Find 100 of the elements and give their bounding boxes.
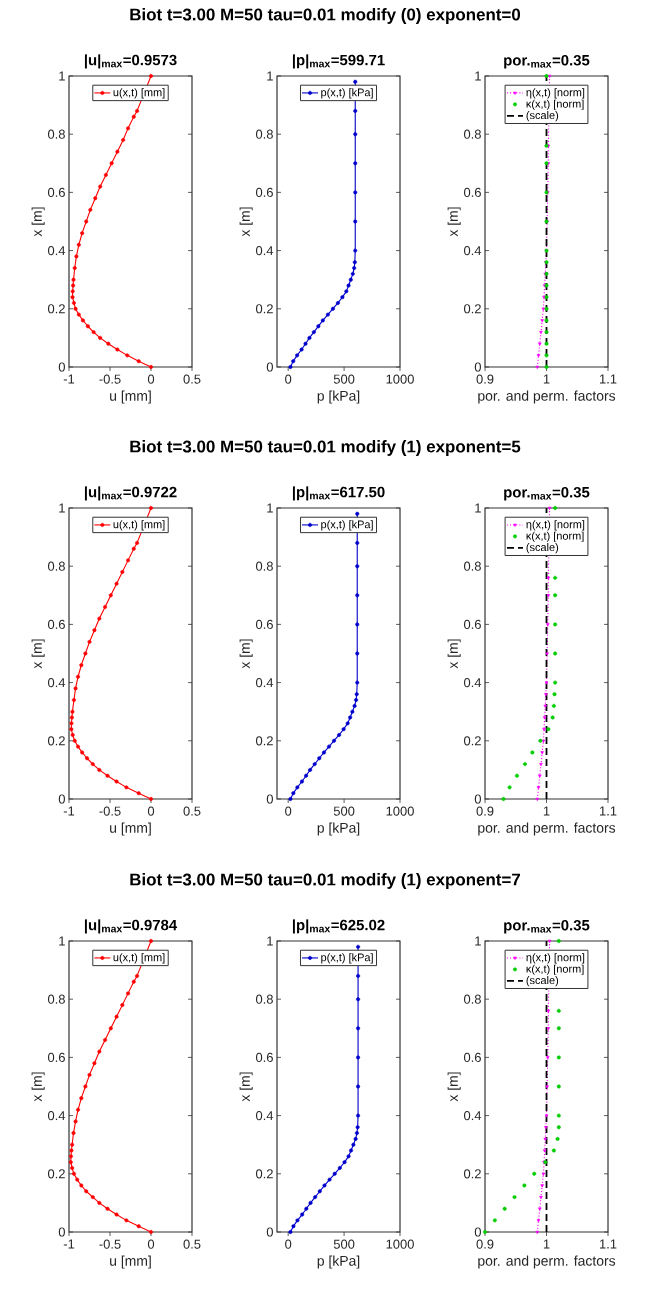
legend-label: κ(x,t) [norm] <box>526 964 584 975</box>
y-tick-label: 0.6 <box>47 1052 65 1062</box>
y-tick-label: 0 <box>58 794 65 804</box>
y-tick-label: 0.2 <box>255 736 273 746</box>
x-tick-label: 1.1 <box>599 374 617 384</box>
y-tick-label: 0.4 <box>47 246 66 256</box>
chart-title: por.$_{max}$=0.35 <box>504 54 590 69</box>
y-tick-label: 0.8 <box>463 994 481 1004</box>
legend-label: κ(x,t) [norm] <box>526 531 584 542</box>
y-tick-label: 0.2 <box>255 1169 273 1179</box>
y-tick-label: 0.8 <box>255 994 273 1004</box>
y-tick-label: 0 <box>58 1227 65 1237</box>
chart-title: |p|$_{max}$=625.02 <box>292 919 385 934</box>
x-tick-label: 0 <box>147 1239 155 1249</box>
y-tick-label: 0.8 <box>255 129 273 139</box>
y-tick-label: 0.6 <box>255 1052 273 1062</box>
y-tick-label: 0.6 <box>463 619 481 629</box>
y-axis-title: x [m] <box>239 1072 253 1102</box>
x-tick-label: 1000 <box>386 1239 414 1249</box>
x-tick-label: 0.9 <box>476 806 494 816</box>
y-tick-label: 0.8 <box>47 994 65 1004</box>
x-tick-label: 500 <box>333 1239 355 1249</box>
y-tick-label: 1 <box>267 936 273 946</box>
x-tick-label: -0.5 <box>99 806 121 816</box>
x-tick-label: 500 <box>333 374 355 384</box>
x-tick-label: 1000 <box>386 374 414 384</box>
y-tick-label: 1 <box>475 71 481 81</box>
legend-label: u(x,t) [mm] <box>113 88 165 99</box>
x-tick-label: 0.5 <box>183 374 201 384</box>
y-tick-label: 1 <box>59 936 65 946</box>
x-tick-label: -0.5 <box>99 374 121 384</box>
y-tick-label: 1 <box>267 71 273 81</box>
x-tick-label: 1.1 <box>599 1239 617 1249</box>
legend-label: u(x,t) [mm] <box>113 520 165 531</box>
y-tick-label: 1 <box>267 503 273 513</box>
x-tick-label: 0 <box>285 374 292 384</box>
y-tick-label: 0.8 <box>47 129 65 139</box>
y-tick-label: 0.8 <box>463 129 481 139</box>
y-tick-label: 0.4 <box>463 246 482 256</box>
y-axis-title: x [m] <box>239 207 253 237</box>
legend-label: η(x,t) [norm] <box>526 953 585 964</box>
chart-title: por.$_{max}$=0.35 <box>504 486 590 501</box>
y-tick-label: 0.4 <box>463 1111 482 1121</box>
y-tick-label: 0 <box>266 794 273 804</box>
y-tick-label: 0.4 <box>463 678 482 688</box>
y-tick-label: 0 <box>58 362 65 372</box>
x-axis-title: por. and perm. factors <box>478 390 616 404</box>
y-tick-label: 0.2 <box>463 304 481 314</box>
y-tick-label: 0.2 <box>47 1169 65 1179</box>
x-axis-title: p [kPa] <box>317 390 360 404</box>
legend-label: u(x,t) [mm] <box>113 953 165 964</box>
y-tick-label: 0 <box>474 362 481 372</box>
x-tick-label: 500 <box>333 806 355 816</box>
y-tick-label: 0.8 <box>463 561 481 571</box>
y-tick-label: 0.4 <box>255 678 274 688</box>
y-tick-label: 1 <box>475 503 481 513</box>
y-tick-label: 0.2 <box>463 736 481 746</box>
y-tick-label: 0 <box>266 362 273 372</box>
x-tick-label: -1 <box>63 806 75 816</box>
y-tick-label: 0.6 <box>255 619 273 629</box>
legend-label: κ(x,t) [norm] <box>526 99 584 110</box>
y-tick-label: 0 <box>474 1227 481 1237</box>
x-tick-label: 0 <box>147 806 155 816</box>
y-tick-label: 1 <box>475 936 481 946</box>
x-axis-title: por. and perm. factors <box>478 1255 616 1269</box>
y-tick-label: 0 <box>266 1227 273 1237</box>
y-axis-title: x [m] <box>239 639 253 669</box>
ref-line-label: (scale) <box>526 543 559 554</box>
y-tick-label: 0.6 <box>47 619 65 629</box>
legend-label: p(x,t) [kPa] <box>321 953 373 964</box>
y-tick-label: 0.6 <box>47 187 65 197</box>
y-tick-label: 0.8 <box>47 561 65 571</box>
legend-label: p(x,t) [kPa] <box>321 520 373 531</box>
chart-subtitle: |u|$_{max}$=0.9722 <box>84 486 177 501</box>
y-tick-label: 0.2 <box>47 304 65 314</box>
ref-line-label: (scale) <box>526 111 559 122</box>
x-axis-title: u [mm] <box>110 390 151 404</box>
y-axis-title: x [m] <box>31 639 45 669</box>
y-axis-title: x [m] <box>447 639 461 669</box>
y-tick-label: 0.2 <box>47 736 65 746</box>
x-tick-label: 0.5 <box>183 806 201 816</box>
y-tick-label: 0.4 <box>47 1111 66 1121</box>
y-axis-title: x [m] <box>31 207 45 237</box>
y-tick-label: 1 <box>59 503 65 513</box>
y-tick-label: 0.2 <box>255 304 273 314</box>
legend-label: η(x,t) [norm] <box>526 520 585 531</box>
x-tick-label: 0 <box>285 806 292 816</box>
y-tick-label: 0.4 <box>255 246 274 256</box>
y-axis-title: x [m] <box>447 207 461 237</box>
x-tick-label: -1 <box>63 1239 75 1249</box>
text: Biot t=3.00 M=50 tau=0.01 modify (0) exponent=0 <box>130 8 521 24</box>
x-tick-label: 1 <box>543 1239 550 1249</box>
chart-subtitle: |u|$_{max}$=0.9573 <box>84 54 177 69</box>
x-tick-label: 1 <box>543 374 550 384</box>
y-tick-label: 0.4 <box>47 678 66 688</box>
x-tick-label: -1 <box>63 374 75 384</box>
y-tick-label: 0 <box>474 794 481 804</box>
x-tick-label: -0.5 <box>99 1239 121 1249</box>
text: Biot t=3.00 M=50 tau=0.01 modify (1) exponent=7 <box>130 873 520 889</box>
x-axis-title: p [kPa] <box>317 1255 360 1269</box>
